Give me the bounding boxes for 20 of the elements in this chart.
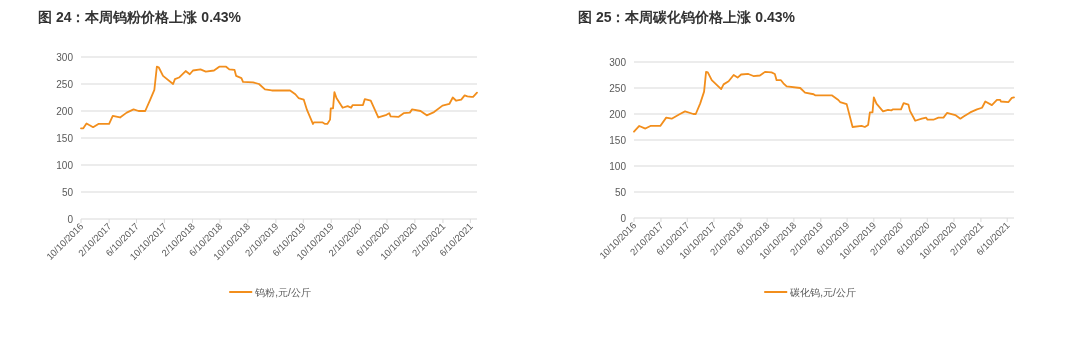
y-tick-label: 200 [56, 105, 74, 117]
y-tick-label: 250 [609, 82, 627, 94]
chart-title: 图 25：本周碳化钨价格上涨 0.43% [578, 9, 796, 25]
y-tick-label: 50 [61, 186, 74, 198]
y-tick-label: 0 [620, 212, 627, 224]
y-tick-label: 100 [56, 159, 74, 171]
legend-label: 碳化钨,元/公斤 [789, 286, 856, 298]
y-tick-label: 300 [56, 51, 74, 63]
y-tick-label: 250 [56, 78, 74, 90]
y-tick-label: 200 [609, 108, 627, 120]
y-tick-label: 150 [609, 134, 627, 146]
y-tick-label: 100 [609, 160, 627, 172]
line-series [633, 70, 1015, 133]
legend-label: 钨粉,元/公斤 [254, 286, 311, 298]
chart-title: 图 24：本周钨粉价格上涨 0.43% [38, 9, 242, 25]
y-tick-label: 300 [609, 56, 627, 68]
y-tick-label: 50 [614, 186, 627, 198]
y-tick-label: 0 [67, 213, 74, 225]
line-series [80, 65, 478, 130]
y-tick-label: 150 [56, 132, 74, 144]
